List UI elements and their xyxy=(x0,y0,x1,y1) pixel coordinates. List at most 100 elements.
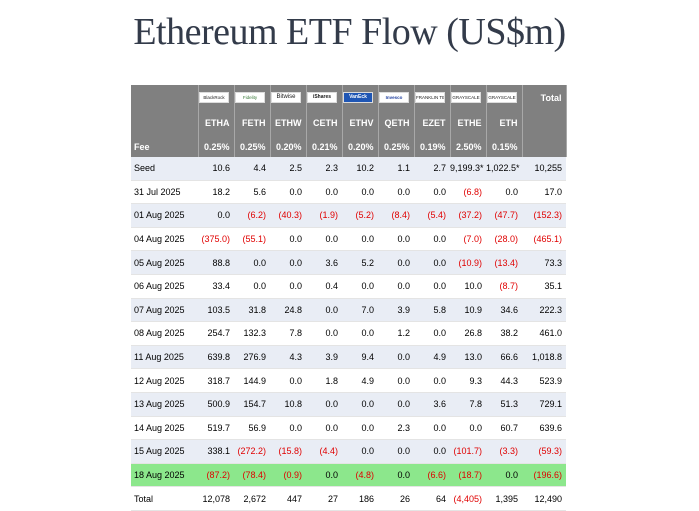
flow-cell: 318.7 xyxy=(198,368,234,393)
table-row: 18 Aug 2025 (87.2) (78.4) (0.9) 0.0 (4.8) 0.0(… xyxy=(131,463,566,488)
flow-cell: 10.0 xyxy=(450,274,486,299)
ticker-header: ETHA xyxy=(198,110,235,136)
flow-cell: (15.8) xyxy=(270,439,306,464)
flow-cell: 9.4 xyxy=(342,345,378,370)
flow-cell: 0.0 xyxy=(378,368,414,393)
flow-cell: 519.7 xyxy=(198,416,234,441)
flow-cell: (78.4) xyxy=(234,463,270,488)
row-total-cell: 461.0 xyxy=(522,321,566,346)
flow-cell: 2.5 xyxy=(270,157,306,181)
row-total-cell: 17.0 xyxy=(522,180,566,205)
row-date: 04 Aug 2025 xyxy=(131,227,198,252)
table-row: 08 Aug 2025 254.7 132.3 7.8 0.0 0.0 1.2 0.0 26.8… xyxy=(131,321,566,346)
ticker-header: CETH xyxy=(306,110,343,136)
flow-cell: 0.0 xyxy=(342,321,378,346)
flow-cell: 27 xyxy=(306,486,342,511)
flow-cell: 103.5 xyxy=(198,298,234,323)
flow-cell: (28.0) xyxy=(486,227,522,252)
row-total-cell: 639.6 xyxy=(522,416,566,441)
table-row: 31 Jul 2025 18.2 5.6 0.0 0.0 0.0 0.0 0.0 (6.8) 0.… xyxy=(131,180,566,205)
flow-cell: 5.8 xyxy=(414,298,450,323)
flow-cell: 10.9 xyxy=(450,298,486,323)
flow-cell: 2,672 xyxy=(234,486,270,511)
flow-cell: 0.0 xyxy=(270,227,306,252)
flow-cell: 154.7 xyxy=(234,392,270,417)
row-date: 11 Aug 2025 xyxy=(131,345,198,370)
flow-cell: (7.0) xyxy=(450,227,486,252)
issuer-logo-row: BlackRock Fidelity Bitwise iShares VanEc… xyxy=(131,85,567,110)
table-row: 04 Aug 2025 (375.0) (55.1) 0.0 0.0 0.0 0.0 0.0(… xyxy=(131,227,566,252)
table-row: 12 Aug 2025 318.7 144.9 0.0 1.8 4.9 0.0 0.0 9.3 4… xyxy=(131,368,566,393)
row-total-cell: 729.1 xyxy=(522,392,566,417)
row-date: 06 Aug 2025 xyxy=(131,274,198,299)
flow-cell: 3.9 xyxy=(306,345,342,370)
flow-cell: 0.0 xyxy=(306,298,342,323)
flow-cell: 12,078 xyxy=(198,486,234,511)
etf-flow-table: BlackRock Fidelity Bitwise iShares VanEc… xyxy=(131,85,567,511)
flow-cell: 0.0 xyxy=(414,180,450,205)
flow-cell: 0.0 xyxy=(378,463,414,488)
row-date: 31 Jul 2025 xyxy=(131,180,198,205)
row-date: 01 Aug 2025 xyxy=(131,203,198,228)
flow-cell: 18.2 xyxy=(198,180,234,205)
flow-cell: 4.9 xyxy=(342,368,378,393)
flow-cell: 0.0 xyxy=(378,180,414,205)
flow-cell: 3.9 xyxy=(378,298,414,323)
flow-cell: 0.0 xyxy=(306,180,342,205)
flow-cell: 276.9 xyxy=(234,345,270,370)
bitwise-logo: Bitwise xyxy=(271,92,301,103)
ticker-header: ETHE xyxy=(450,110,487,136)
flow-cell: 0.0 xyxy=(306,463,342,488)
blackrock-logo: BlackRock xyxy=(199,92,229,103)
flow-cell: 88.8 xyxy=(198,250,234,275)
fee-cell: 0.20% xyxy=(270,136,307,157)
flow-cell: 10.2 xyxy=(342,157,378,181)
ticker-header: QETH xyxy=(378,110,415,136)
fee-row: Fee 0.25% 0.25% 0.20% 0.21% 0.20% 0.25% 0.19% 2… xyxy=(131,136,567,157)
flow-cell: 0.0 xyxy=(378,227,414,252)
table-row: 14 Aug 2025 519.7 56.9 0.0 0.0 0.0 2.3 0.0 0.0 60… xyxy=(131,416,566,441)
flow-cell: 0.0 xyxy=(270,416,306,441)
flow-cell: 26.8 xyxy=(450,321,486,346)
flow-cell: 33.4 xyxy=(198,274,234,299)
flow-cell: 0.0 xyxy=(414,416,450,441)
grayscale-mini-logo: GRAYSCALE xyxy=(487,92,517,103)
flow-cell: 4.3 xyxy=(270,345,306,370)
flow-cell: 10.6 xyxy=(198,157,234,181)
flow-cell: 0.0 xyxy=(378,345,414,370)
flow-cell: 34.6 xyxy=(486,298,522,323)
fee-cell: 0.15% xyxy=(486,136,523,157)
ticker-header: ETH xyxy=(486,110,523,136)
fee-cell: 2.50% xyxy=(450,136,487,157)
flow-cell: 1,022.5* xyxy=(486,157,522,181)
flow-cell: 132.3 xyxy=(234,321,270,346)
franklin-templeton-logo: FRANKLIN TEMPLETON xyxy=(415,92,445,103)
flow-cell: 3.6 xyxy=(306,250,342,275)
flow-cell: (8.4) xyxy=(378,203,414,228)
row-total-cell: 35.1 xyxy=(522,274,566,299)
flow-cell: 0.4 xyxy=(306,274,342,299)
table-row: Seed 10.6 4.4 2.5 2.3 10.2 1.1 2.7 9,199.3* 1,022… xyxy=(131,157,566,181)
flow-cell: 0.0 xyxy=(306,416,342,441)
flow-cell: 7.0 xyxy=(342,298,378,323)
flow-cell: (4.4) xyxy=(306,439,342,464)
flow-cell: 7.8 xyxy=(270,321,306,346)
flow-cell: 1.8 xyxy=(306,368,342,393)
page-title: Ethereum ETF Flow (US$m) xyxy=(133,11,566,53)
flow-cell: 0.0 xyxy=(342,274,378,299)
flow-cell: 0.0 xyxy=(270,250,306,275)
flow-cell: 3.6 xyxy=(414,392,450,417)
flow-cell: 186 xyxy=(342,486,378,511)
flow-cell: (13.4) xyxy=(486,250,522,275)
table-row: 01 Aug 2025 0.0 (6.2) (40.3) (1.9) (5.2) (8.4)… xyxy=(131,203,566,228)
row-date: 18 Aug 2025 xyxy=(131,463,198,488)
row-date: 08 Aug 2025 xyxy=(131,321,198,346)
row-date: Seed xyxy=(131,157,198,181)
flow-cell: 0.0 xyxy=(378,439,414,464)
row-date: 13 Aug 2025 xyxy=(131,392,198,417)
flow-cell: 0.0 xyxy=(414,439,450,464)
ticker-corner xyxy=(131,110,199,136)
ticker-header: FETH xyxy=(234,110,271,136)
fee-cell: 0.25% xyxy=(198,136,235,157)
flow-cell: 0.0 xyxy=(234,250,270,275)
